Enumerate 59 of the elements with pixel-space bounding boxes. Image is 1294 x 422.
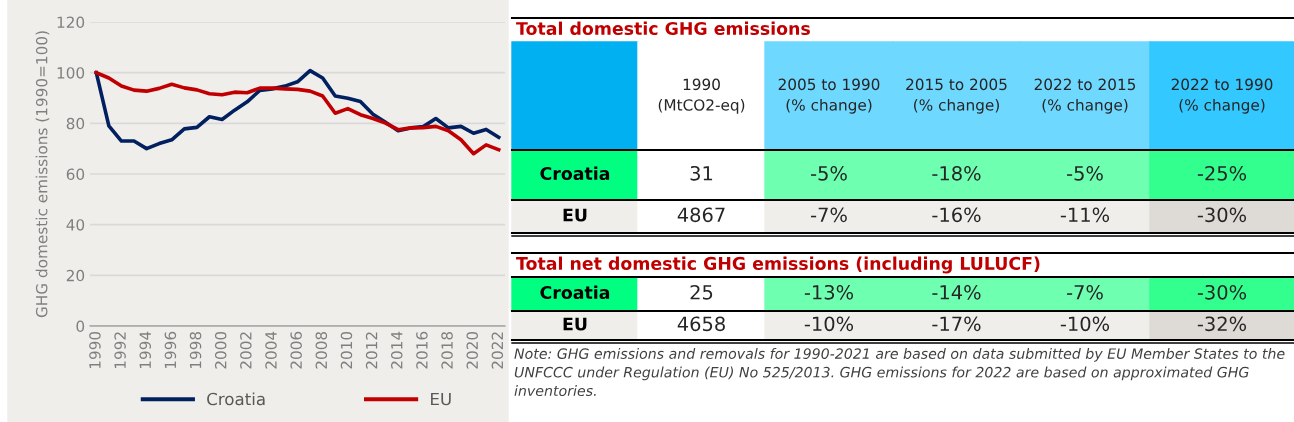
text: -10% <box>804 316 854 332</box>
text: 25 <box>690 284 713 300</box>
x-tick-label: 1990 <box>89 331 101 369</box>
text: 4867 <box>677 207 725 223</box>
text: -25% <box>1197 165 1247 181</box>
y-tick-label: 80 <box>66 117 85 130</box>
x-tick-label: 1996 <box>164 331 177 369</box>
x-tick-label: 2004 <box>265 331 277 369</box>
text: -30% <box>1197 207 1247 223</box>
category-label: Croatia <box>540 166 610 181</box>
text: -16% <box>932 207 981 223</box>
category-label: 2022 to 1990 (% change) <box>1171 78 1273 114</box>
text: -18% <box>932 165 981 181</box>
x-tick-label: 2006 <box>290 331 302 369</box>
text: Total net domestic GHG emissions (including LULUCF) <box>516 256 1040 274</box>
y-tick-label: 0 <box>76 320 85 333</box>
x-tick-label: 2000 <box>214 331 227 369</box>
x-tick-label: 1992 <box>114 332 126 369</box>
text: Note: GHG emissions and removals for 1990-2021 are based on data submitted by EU Member States to the UNFCCC under Regulation (EU) No 525/2013. GHG emissions for 2022 are based on approximated GHG inventories. <box>514 348 1285 397</box>
x-tick-label: 2010 <box>340 331 353 369</box>
x-tick-label: 2012 <box>365 332 378 369</box>
text: Total domestic GHG emissions <box>516 21 810 36</box>
category-label: 2005 to 1990 (% change) <box>778 78 880 114</box>
text: 31 <box>690 165 713 181</box>
x-tick-label: 2014 <box>390 331 403 369</box>
text: -10% <box>1060 316 1110 332</box>
x-tick-label: 2008 <box>315 331 328 369</box>
text: -30% <box>1197 284 1247 300</box>
text: 4658 <box>677 316 725 332</box>
y-tick-label: 20 <box>66 269 85 282</box>
text: -13% <box>804 284 854 300</box>
y-axis-title: GHG domestic emissions (1990=100) <box>35 31 50 318</box>
x-tick-label: 2022 <box>491 332 504 369</box>
category-label: Croatia <box>540 285 610 300</box>
x-tick-label: 2002 <box>240 332 252 369</box>
x-tick-label: 2020 <box>466 331 478 369</box>
text: -11% <box>1060 207 1110 223</box>
y-tick-label: 60 <box>66 168 85 181</box>
category-label: EU <box>563 208 587 222</box>
legend-label: EU <box>431 392 451 406</box>
y-tick-label: 40 <box>66 219 85 231</box>
x-tick-label: 1998 <box>189 331 202 369</box>
x-tick-label: 2016 <box>416 331 428 369</box>
category-label: EU <box>563 317 587 331</box>
y-tick-label: 120 <box>57 16 85 29</box>
x-tick-label: 2018 <box>441 331 453 369</box>
category-label: 1990 (MtCO2-eq) <box>658 78 745 114</box>
x-tick-label: 1994 <box>139 331 152 369</box>
text: -5% <box>811 165 847 181</box>
y-tick-label: 100 <box>57 67 85 79</box>
text: -17% <box>932 316 981 332</box>
text: -7% <box>811 207 847 223</box>
category-label: 2015 to 2005 (% change) <box>906 78 1007 114</box>
category-label: 2022 to 2015 (% change) <box>1034 78 1136 114</box>
text: -5% <box>1067 165 1103 181</box>
text: -32% <box>1197 316 1247 332</box>
text: -7% <box>1067 284 1103 300</box>
legend-label: Croatia <box>207 392 265 406</box>
text: -14% <box>932 284 981 300</box>
